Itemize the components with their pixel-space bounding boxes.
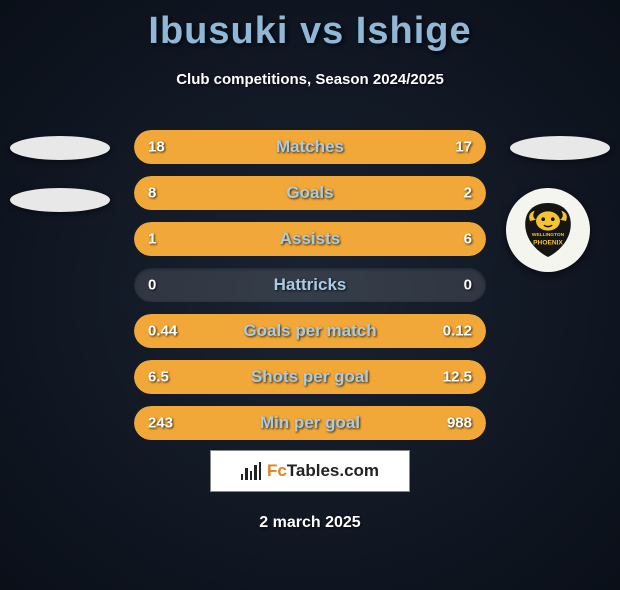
bar-fill-right (416, 176, 486, 210)
stat-value-left: 0 (148, 277, 156, 294)
stat-value-left: 0.44 (148, 323, 177, 340)
bar-fill-right (204, 406, 486, 440)
team-left-ellipse-2 (10, 188, 110, 212)
stat-row: 0.440.12Goals per match (134, 314, 486, 348)
stat-row: 82Goals (134, 176, 486, 210)
stat-label: Hattricks (134, 275, 486, 295)
svg-text:WELLINGTON: WELLINGTON (532, 232, 565, 238)
stat-value-left: 8 (148, 185, 156, 202)
stat-value-left: 18 (148, 139, 165, 156)
comparison-chart: 1817Matches82Goals16Assists00Hattricks0.… (134, 130, 486, 452)
stat-row: 16Assists (134, 222, 486, 256)
stat-value-right: 988 (447, 415, 472, 432)
stat-value-right: 0 (464, 277, 472, 294)
team-right-badge: WELLINGTON PHOENIX (506, 188, 590, 272)
stat-value-right: 2 (464, 185, 472, 202)
team-right-ellipse (510, 136, 610, 160)
brand-text: FcTables.com (267, 461, 379, 481)
footer-date: 2 march 2025 (0, 514, 620, 532)
bar-chart-icon (241, 462, 261, 480)
page-subtitle: Club competitions, Season 2024/2025 (0, 71, 620, 88)
stat-row: 1817Matches (134, 130, 486, 164)
team-left-ellipse-1 (10, 136, 110, 160)
page-title: Ibusuki vs Ishige (0, 10, 620, 53)
stat-value-left: 1 (148, 231, 156, 248)
stat-value-right: 17 (455, 139, 472, 156)
stat-value-right: 12.5 (443, 369, 472, 386)
fctables-logo[interactable]: FcTables.com (210, 450, 410, 492)
stat-row: 6.512.5Shots per goal (134, 360, 486, 394)
bar-fill-left (134, 222, 183, 256)
bar-fill-right (183, 222, 486, 256)
bar-fill-left (134, 176, 416, 210)
stat-value-left: 243 (148, 415, 173, 432)
wellington-phoenix-icon: WELLINGTON PHOENIX (518, 200, 578, 260)
stat-row: 0 0Hattricks (134, 268, 486, 302)
stat-row: 243988Min per goal (134, 406, 486, 440)
stat-value-right: 6 (464, 231, 472, 248)
stat-value-left: 6.5 (148, 369, 169, 386)
stat-value-right: 0.12 (443, 323, 472, 340)
svg-text:PHOENIX: PHOENIX (533, 239, 563, 246)
